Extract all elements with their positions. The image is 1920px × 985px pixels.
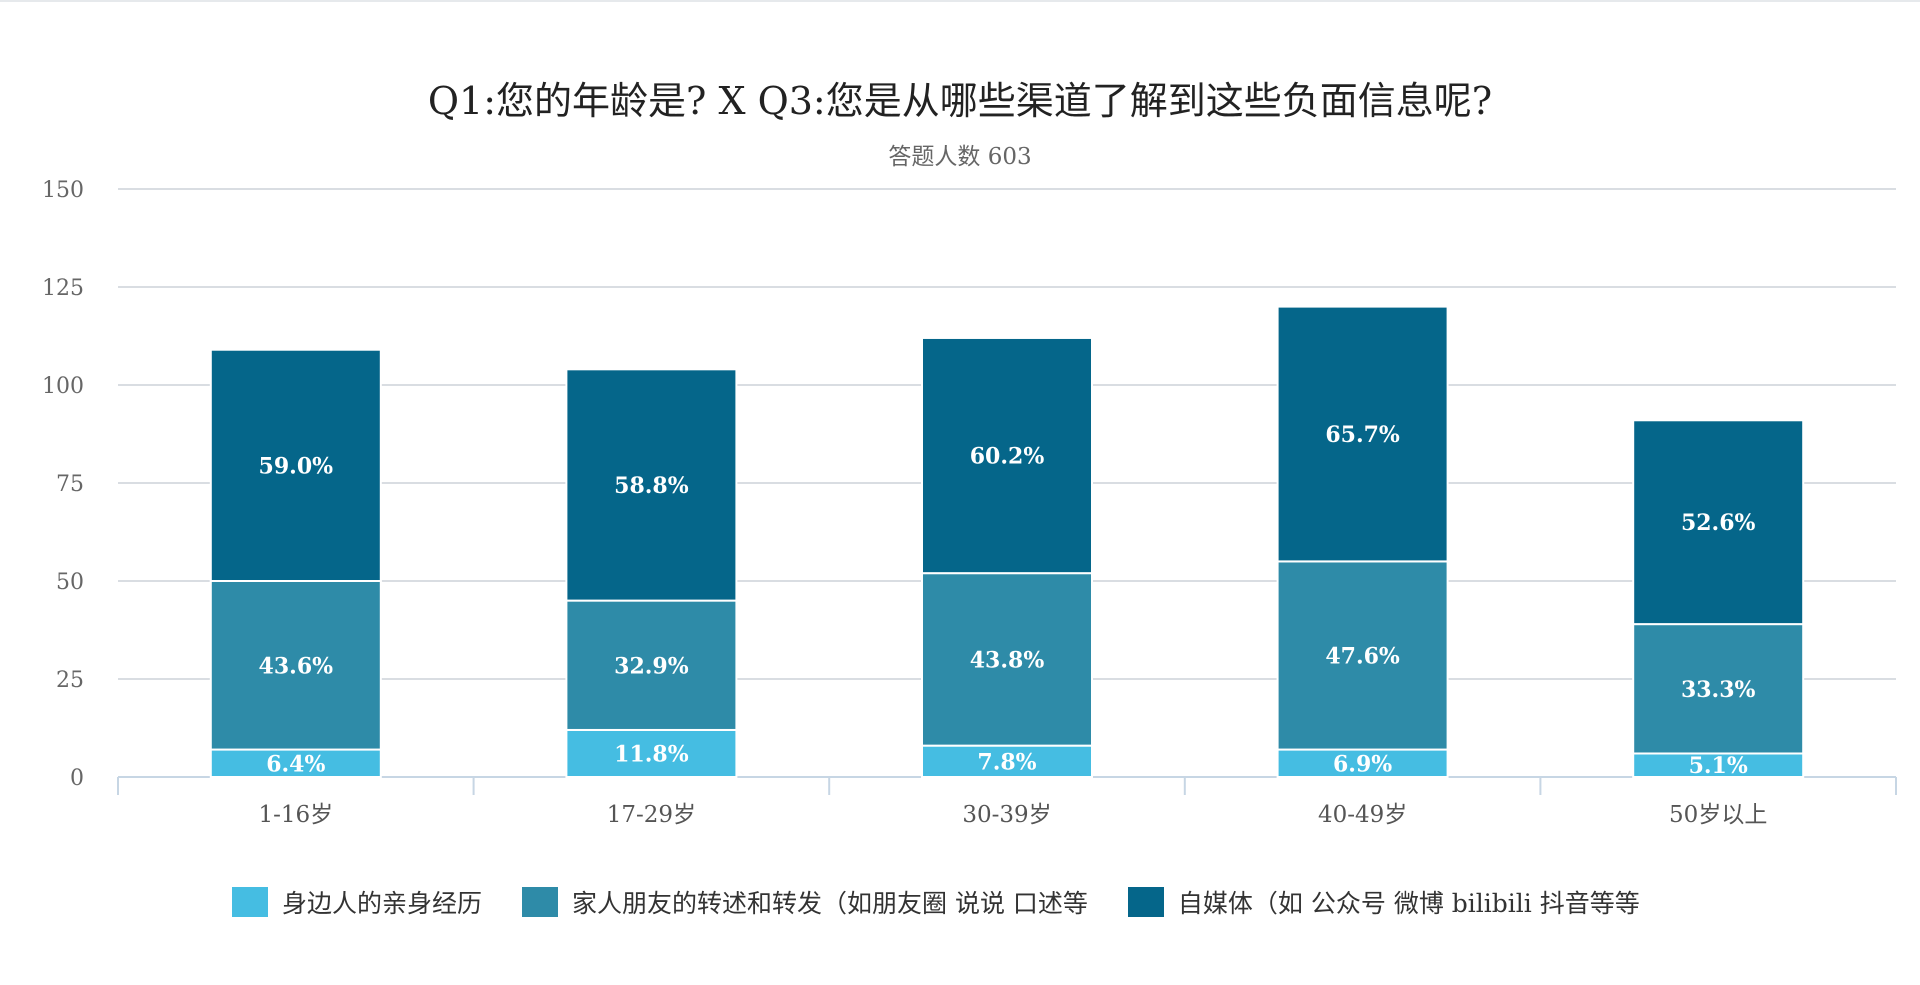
data-label: 43.6% <box>259 653 334 679</box>
data-label: 33.3% <box>1681 677 1756 703</box>
bar-segment <box>1276 748 1449 778</box>
y-tick-label: 75 <box>56 472 84 497</box>
y-tick-label: 150 <box>42 178 84 203</box>
y-tick-label: 0 <box>70 766 84 791</box>
legend-item-personal-experience[interactable]: 身边人的亲身经历 <box>232 884 482 920</box>
bar-segment <box>921 336 1093 575</box>
y-tick-label: 25 <box>56 668 84 693</box>
legend-item-family-friends[interactable]: 家人朋友的转述和转发（如朋友圈 说说 口述等 <box>522 884 1088 920</box>
top-divider <box>0 0 1920 2</box>
data-label: 32.9% <box>614 653 689 679</box>
data-label: 5.1% <box>1689 753 1748 779</box>
x-tick-label: 30-39岁 <box>962 802 1051 828</box>
bar-segment <box>209 348 382 582</box>
legend-swatch-self-media <box>1127 887 1164 917</box>
x-tick-label: 17-29岁 <box>607 802 696 828</box>
y-tick-label: 125 <box>42 276 84 301</box>
data-label: 60.2% <box>970 444 1045 470</box>
chart-subtitle: 答题人数 603 <box>888 144 1032 170</box>
x-tick-label: 1-16岁 <box>258 802 333 828</box>
bar-segment <box>1276 305 1449 563</box>
data-label: 58.8% <box>614 473 689 499</box>
legend-swatch-personal-experience <box>232 887 268 917</box>
bar-segment <box>921 572 1093 747</box>
bar-segment <box>209 580 382 751</box>
data-label: 43.8% <box>970 647 1045 673</box>
y-tick-label: 100 <box>42 374 84 399</box>
bar-segment <box>1276 560 1449 751</box>
bar-segment <box>1632 623 1805 755</box>
data-label: 65.7% <box>1325 422 1400 448</box>
data-label: 11.8% <box>614 741 689 767</box>
x-tick-label: 40-49岁 <box>1318 802 1407 828</box>
data-label: 6.4% <box>266 751 325 777</box>
legend-item-self-media[interactable]: 自媒体（如 公众号 微博 bilibili 抖音等等 <box>1127 884 1640 920</box>
data-label: 6.9% <box>1333 751 1392 777</box>
legend-label-personal-experience: 身边人的亲身经历 <box>282 889 483 918</box>
legend-swatch-family-friends <box>522 887 559 917</box>
data-label: 7.8% <box>977 749 1036 775</box>
data-label: 52.6% <box>1681 510 1756 536</box>
data-label: 59.0% <box>259 453 334 479</box>
legend: 身边人的亲身经历 家人朋友的转述和转发（如朋友圈 说说 口述等 自媒体（如 公众… <box>232 884 1680 920</box>
bar-segment <box>565 599 738 731</box>
bar-segment <box>1632 419 1805 626</box>
data-label: 47.6% <box>1325 643 1400 669</box>
bar-segment <box>565 728 738 779</box>
bar-segment <box>565 368 738 602</box>
legend-label-self-media: 自媒体（如 公众号 微博 bilibili 抖音等等 <box>1177 889 1640 918</box>
legend-label-family-friends: 家人朋友的转述和转发（如朋友圈 说说 口述等 <box>572 889 1088 918</box>
y-tick-label: 50 <box>56 570 84 595</box>
x-tick-label: 50岁以上 <box>1669 802 1767 828</box>
chart-title: Q1:您的年龄是? X Q3:您是从哪些渠道了解到这些负面信息呢? <box>427 79 1493 123</box>
bar-segment <box>921 744 1093 779</box>
